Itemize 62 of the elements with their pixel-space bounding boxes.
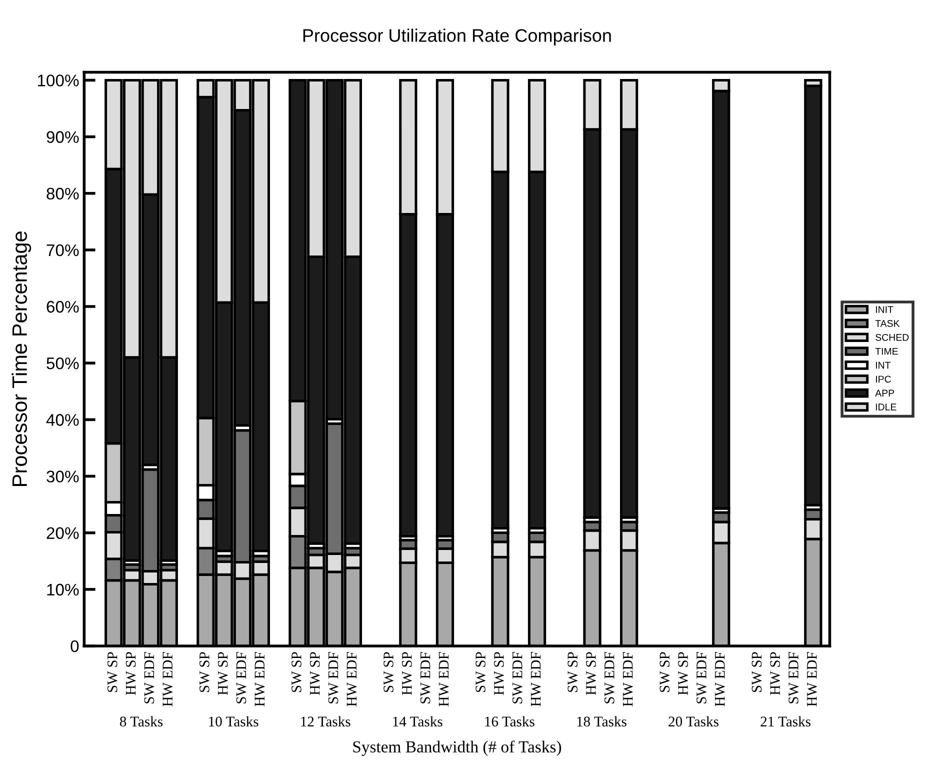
legend-label: IPC [876,376,891,383]
x-tick-label: HW SP [218,652,228,696]
text: 14 Tasks [393,716,442,726]
x-tick-label: HW EDF [438,652,449,706]
y-tick-label: 40% [46,414,79,426]
y-tick-label: 20% [46,527,79,540]
x-tick-label: HW EDF [715,652,725,706]
chart-title: Processor Utilization Rate Comparison [303,28,611,46]
x-tick-label: HW EDF [530,652,541,706]
legend-label: TIME [875,348,898,355]
x-tick-label: HW SP [770,652,780,696]
y-tick-label: 50% [46,357,79,370]
legend-label: IDLE [876,404,896,410]
x-tick-label: HW SP [494,652,504,696]
text: 8 Tasks [120,716,163,726]
legend-label: APP [875,390,894,396]
x-tick-label: HW SP [126,652,136,696]
text: 16 Tasks [485,716,534,726]
x-tick-label: SW EDF [512,652,522,704]
text: 21 Tasks [760,716,811,726]
x-axis-title: System Bandwidth (# of Tasks) [353,740,562,756]
x-tick-label: SW SP [660,652,670,692]
x-tick-label: SW SP [384,652,394,692]
x-tick-label: SW EDF [328,652,338,704]
text: 18 Tasks [577,716,626,726]
y-tick-label: 0 [70,640,79,652]
x-tick-label: SW EDF [788,652,798,704]
text: 10 Tasks [209,716,258,726]
x-tick-label: HW EDF [807,652,817,706]
x-tick-label: SW EDF [144,652,154,704]
legend-label: SCHED [876,334,909,341]
x-tick-label: HW SP [586,652,596,696]
x-tick-label: SW SP [292,652,302,692]
legend-label: TASK [875,320,900,327]
x-tick-label: SW EDF [236,652,246,704]
x-tick-label: SW SP [568,652,578,692]
x-tick-label: HW SP [402,652,412,696]
x-tick-label: SW EDF [420,652,430,704]
x-tick-label: HW EDF [346,652,357,706]
legend-label: INIT [876,306,894,313]
x-tick-label: SW SP [476,652,486,692]
y-tick-label: 30% [46,470,79,482]
x-tick-label: SW EDF [696,652,706,704]
x-tick-label: SW SP [752,652,762,692]
x-tick-label: HW SP [678,652,688,696]
y-tick-label: 90% [46,131,79,143]
x-tick-label: SW SP [200,652,210,692]
y-tick-label: 10% [47,584,79,596]
y-tick-label: 100% [38,74,79,86]
y-tick-label: 80% [46,188,79,200]
legend-label: INT [876,362,891,369]
text: 20 Tasks [668,716,718,726]
y-tick-label: 60% [46,300,79,313]
x-tick-label: HW EDF [254,652,265,706]
x-tick-label: HW EDF [623,652,633,706]
y-axis-title: Processor Time Percentage [12,232,32,486]
text: 12 Tasks [301,716,350,726]
x-tick-label: HW SP [310,652,320,696]
x-tick-label: SW EDF [604,652,614,704]
x-tick-label: HW EDF [162,652,173,706]
x-tick-label: SW SP [107,652,118,692]
y-tick-label: 70% [46,244,79,256]
